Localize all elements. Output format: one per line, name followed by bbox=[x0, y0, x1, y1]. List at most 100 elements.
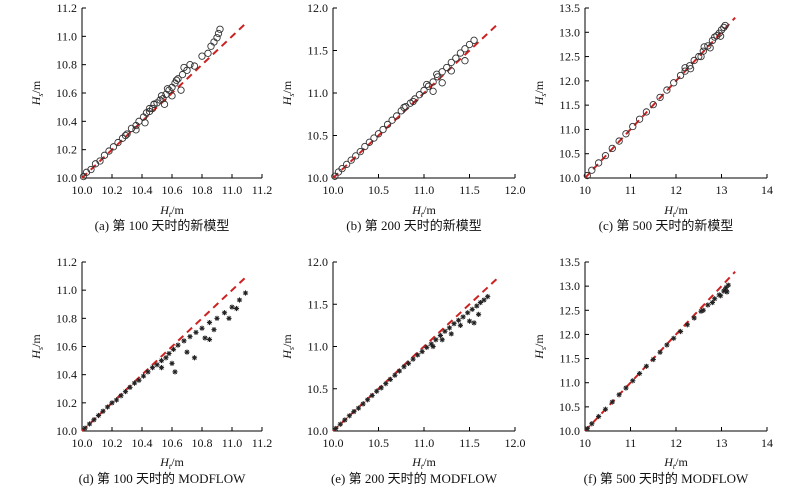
data-point bbox=[622, 130, 630, 138]
data-point bbox=[705, 302, 711, 308]
data-point bbox=[691, 315, 697, 321]
panel-caption: (c) 第 500 天时的新模型 bbox=[599, 218, 734, 233]
data-point bbox=[236, 297, 243, 303]
data-point bbox=[393, 112, 401, 120]
data-point bbox=[184, 349, 190, 355]
data-point bbox=[172, 76, 181, 84]
data-point bbox=[428, 341, 434, 347]
data-point bbox=[109, 143, 118, 151]
data-point bbox=[123, 130, 131, 138]
y-tick-label: 12.0 bbox=[307, 255, 328, 269]
x-tick-label: 10.0 bbox=[323, 183, 344, 197]
data-point bbox=[452, 54, 460, 62]
data-point bbox=[601, 152, 610, 160]
data-point bbox=[170, 346, 177, 352]
data-point bbox=[193, 329, 199, 336]
data-point bbox=[127, 384, 133, 390]
data-point bbox=[149, 365, 156, 371]
data-point bbox=[415, 91, 424, 99]
data-point bbox=[154, 362, 160, 368]
y-axis-title: Hs/m bbox=[280, 334, 296, 360]
y-axis-title: Hs/m bbox=[280, 80, 296, 106]
data-point bbox=[100, 151, 109, 159]
data-point bbox=[657, 349, 663, 355]
data-point bbox=[643, 363, 650, 369]
data-point bbox=[191, 355, 198, 361]
data-point bbox=[686, 65, 695, 73]
y-tick-label: 11.5 bbox=[559, 98, 580, 112]
x-tick-label: 14 bbox=[761, 436, 773, 450]
data-point bbox=[346, 413, 352, 419]
data-point bbox=[91, 417, 97, 423]
data-point bbox=[221, 310, 228, 316]
data-point bbox=[455, 317, 462, 323]
data-point bbox=[113, 397, 120, 403]
data-point bbox=[132, 126, 140, 134]
data-point bbox=[596, 413, 602, 420]
data-point bbox=[437, 332, 443, 339]
x-tick-label: 13 bbox=[716, 436, 728, 450]
data-point bbox=[211, 327, 217, 333]
y-tick-label: 12.0 bbox=[307, 1, 328, 15]
data-point bbox=[438, 79, 446, 87]
data-point bbox=[214, 315, 220, 321]
x-tick-label: 11.0 bbox=[222, 183, 243, 197]
chart-panel: 10 11 12 13 14 10.0 10.5 11.0 11.5 12.0 12.5 13.0 13… bbox=[532, 1, 773, 233]
data-point bbox=[396, 368, 403, 374]
data-point bbox=[174, 75, 182, 83]
y-tick-label: 10.2 bbox=[56, 143, 77, 157]
data-point bbox=[466, 318, 473, 324]
chart-panel: 10.0 10.2 10.4 10.6 10.8 11.0 11.2 10.0 10.2 10.4… bbox=[29, 1, 272, 233]
x-axis-title: Ht/m bbox=[159, 203, 184, 219]
x-tick-label: 10.6 bbox=[162, 436, 183, 450]
data-point bbox=[202, 335, 208, 341]
data-point bbox=[379, 125, 387, 134]
data-point bbox=[690, 56, 698, 65]
y-axis-title: Hs/m bbox=[532, 80, 548, 106]
reference-line bbox=[81, 275, 248, 432]
data-point bbox=[168, 92, 176, 100]
data-point bbox=[95, 412, 102, 419]
data-point bbox=[364, 397, 371, 403]
data-point bbox=[118, 393, 124, 399]
data-point bbox=[190, 62, 199, 70]
data-point bbox=[181, 338, 187, 344]
data-point bbox=[145, 104, 154, 113]
y-tick-label: 13.0 bbox=[559, 25, 580, 39]
y-tick-label: 11.0 bbox=[307, 86, 328, 100]
data-point bbox=[242, 290, 249, 296]
data-point bbox=[433, 337, 439, 343]
data-point bbox=[485, 294, 491, 300]
data-point bbox=[686, 62, 694, 70]
data-point bbox=[615, 137, 623, 145]
y-tick-label: 12.5 bbox=[559, 303, 580, 317]
data-point bbox=[700, 307, 706, 313]
data-point bbox=[716, 32, 725, 40]
x-tick-label: 12 bbox=[670, 183, 682, 197]
data-point bbox=[388, 116, 396, 124]
x-tick-label: 13 bbox=[716, 183, 728, 197]
data-point bbox=[216, 25, 224, 33]
data-point bbox=[446, 325, 453, 331]
reference-line bbox=[332, 24, 498, 179]
data-point bbox=[198, 52, 206, 60]
data-point bbox=[671, 335, 677, 341]
data-point bbox=[477, 299, 484, 306]
data-point bbox=[374, 388, 380, 394]
x-tick-label: 10.6 bbox=[162, 183, 183, 197]
data-point bbox=[206, 319, 213, 326]
data-point bbox=[649, 101, 657, 109]
x-axis-title: Ht/m bbox=[663, 455, 688, 471]
y-tick-label: 10.8 bbox=[56, 58, 77, 72]
data-point bbox=[383, 381, 389, 387]
panel-caption: (b) 第 200 天时的新模型 bbox=[346, 218, 481, 233]
x-tick-label: 11.2 bbox=[252, 436, 273, 450]
data-point bbox=[180, 63, 188, 72]
y-tick-label: 11.5 bbox=[307, 44, 328, 58]
data-point bbox=[178, 70, 187, 79]
data-point bbox=[650, 356, 656, 363]
x-tick-label: 12 bbox=[670, 436, 682, 450]
data-point bbox=[470, 36, 478, 44]
y-tick-label: 10.6 bbox=[56, 86, 77, 100]
data-point bbox=[457, 322, 463, 328]
